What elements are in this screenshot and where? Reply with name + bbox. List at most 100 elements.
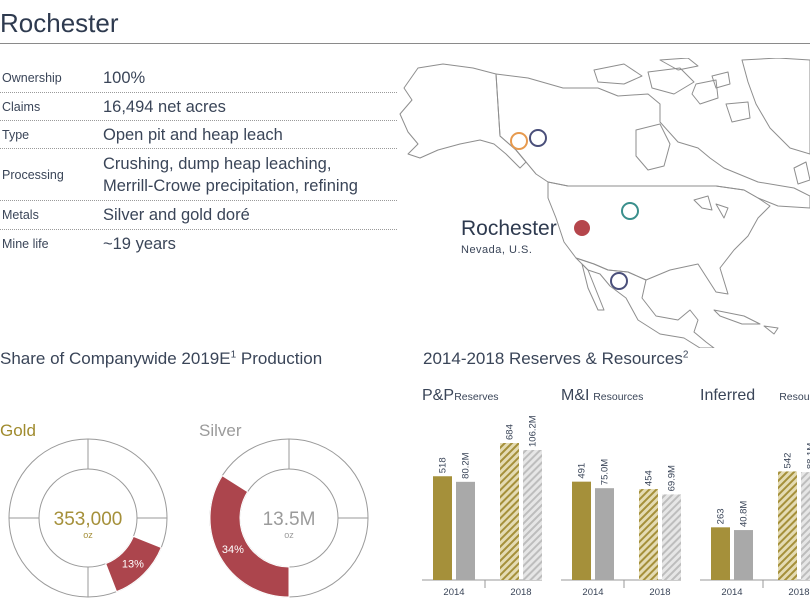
bar-panel-subtitle: Resources bbox=[779, 391, 810, 403]
category-tick-label: 2014 bbox=[721, 587, 742, 598]
title-divider bbox=[0, 43, 810, 44]
info-label: Metals bbox=[2, 208, 39, 222]
gold-bar bbox=[572, 481, 591, 580]
share-title-end: Production bbox=[236, 349, 323, 368]
info-label: Ownership bbox=[2, 71, 62, 85]
arctic-island-outline bbox=[659, 58, 699, 71]
footnote-marker: 1 bbox=[230, 349, 237, 361]
bar-panel-2: Inferred Resources 263 40.8M 2014 542 88.1M 201… bbox=[700, 387, 810, 598]
silver-share-label: 34% bbox=[222, 544, 244, 556]
info-label: Claims bbox=[2, 99, 41, 114]
info-value-line: Crushing, dump heap leaching, bbox=[103, 154, 332, 173]
great-lakes-outline bbox=[715, 203, 729, 219]
category-tick-label: 2018 bbox=[510, 587, 531, 598]
arctic-island-outline bbox=[593, 63, 643, 85]
gold-bar-label: 491 bbox=[577, 463, 588, 479]
usa-outline bbox=[547, 181, 771, 295]
arctic-island-outline bbox=[647, 67, 695, 95]
silver-bar bbox=[456, 481, 475, 580]
canada-outline bbox=[495, 73, 810, 209]
gold-bar bbox=[433, 476, 452, 580]
rochester-site-marker bbox=[574, 220, 590, 236]
info-value: ~19 years bbox=[103, 235, 176, 253]
silver-bar-label: 106.2M bbox=[528, 415, 539, 447]
hudson-bay-outline bbox=[635, 123, 671, 171]
gold-bar bbox=[711, 527, 730, 580]
gold-bar bbox=[639, 489, 658, 580]
page-title: Rochester bbox=[0, 8, 119, 38]
silver-bar-label: 69.9M bbox=[667, 465, 678, 491]
gold-bar-label: 454 bbox=[644, 470, 655, 486]
info-row-ownership: Ownership 100% bbox=[0, 64, 397, 93]
mexico-outline bbox=[575, 257, 715, 348]
info-value: 100% bbox=[103, 69, 146, 87]
bar-panel-0: P&P Reserves 518 80.2M 2014 684 106.2M 2018 bbox=[422, 387, 542, 598]
silver-bar bbox=[662, 494, 681, 580]
category-tick-label: 2014 bbox=[443, 587, 464, 598]
silver-bar-label: 75.0M bbox=[600, 459, 611, 485]
bar-panel-title: M&I bbox=[561, 387, 589, 404]
silver-center-value: 13.5M bbox=[263, 509, 316, 530]
silver-bar bbox=[734, 530, 753, 580]
arctic-island-outline bbox=[725, 101, 751, 123]
map-site-label: Rochester bbox=[461, 217, 557, 240]
share-title-text: Share of Companywide 2019E bbox=[0, 349, 231, 368]
info-value: Crushing, dump heap leaching, Merrill-Cr… bbox=[103, 153, 358, 197]
mexico-mine-marker bbox=[610, 272, 628, 290]
reserves-section-title: 2014-2018 Reserves & Resources2 bbox=[423, 349, 688, 369]
navy-mine-marker bbox=[529, 129, 547, 147]
silver-bar-label: 80.2M bbox=[461, 452, 472, 478]
gold-center-value: 353,000 bbox=[54, 509, 123, 530]
map-site-sublabel: Nevada, U.S. bbox=[461, 244, 532, 256]
north-america-map: Rochester Nevada, U.S. bbox=[399, 58, 810, 348]
category-tick-label: 2018 bbox=[788, 587, 809, 598]
info-label: Type bbox=[2, 127, 30, 142]
rr-title-text: 2014-2018 Reserves & Resources bbox=[423, 349, 683, 368]
bar-panel-title: P&P bbox=[422, 387, 454, 404]
bar-panel-title: Inferred bbox=[700, 387, 755, 404]
bar-panel-subtitle: Resources bbox=[593, 391, 643, 403]
info-value: 16,494 net acres bbox=[103, 97, 226, 116]
gold-bar-label: 263 bbox=[716, 508, 727, 524]
gold-bar bbox=[778, 471, 797, 580]
info-label: Mine life bbox=[2, 237, 49, 251]
gold-center-unit: oz bbox=[83, 530, 93, 540]
land-outline bbox=[399, 58, 810, 348]
silver-bar-label: 88.1M bbox=[806, 443, 810, 469]
gold-share-slice bbox=[105, 535, 162, 593]
category-tick-label: 2018 bbox=[649, 587, 670, 598]
info-label: Processing bbox=[2, 167, 64, 182]
info-value-line: Merrill-Crowe precipitation, refining bbox=[103, 176, 358, 195]
bar-panel-subtitle: Reserves bbox=[454, 391, 498, 403]
silver-bar-label: 40.8M bbox=[739, 501, 750, 527]
footnote-marker: 2 bbox=[682, 349, 689, 361]
silver-bar bbox=[523, 450, 542, 580]
info-row-type: Type Open pit and heap leach bbox=[0, 121, 397, 149]
great-lakes-outline bbox=[693, 195, 713, 211]
share-section-title: Share of Companywide 2019E1 Production bbox=[0, 349, 322, 369]
silver-share-slice bbox=[209, 474, 290, 598]
gold-donut-title: Gold bbox=[0, 421, 36, 440]
bar-panel-1: M&I Resources 491 75.0M 2014 454 69.9M 2018 bbox=[561, 387, 681, 598]
reserves-bar-charts: P&P Reserves 518 80.2M 2014 684 106.2M 2018 M&I R… bbox=[422, 387, 810, 598]
info-table: Ownership 100% Claims 16,494 net acres T… bbox=[0, 64, 397, 258]
info-value: Silver and gold doré bbox=[103, 206, 250, 224]
greenland-outline bbox=[741, 58, 810, 155]
teal-mine-marker bbox=[621, 202, 639, 220]
gold-bar-label: 542 bbox=[783, 453, 794, 469]
info-row-mine-life: Mine life ~19 years bbox=[0, 230, 397, 258]
gold-bar bbox=[500, 443, 519, 580]
silver-donut-title: Silver bbox=[199, 421, 242, 440]
gold-bar-label: 518 bbox=[438, 457, 449, 473]
arctic-island-outline bbox=[691, 79, 719, 105]
arctic-island-outline bbox=[711, 71, 731, 89]
silver-center-unit: oz bbox=[284, 530, 294, 540]
gold-share-label: 13% bbox=[122, 559, 144, 571]
info-row-metals: Metals Silver and gold doré bbox=[0, 201, 397, 230]
gold-bar-label: 684 bbox=[505, 424, 516, 440]
alaska-outline bbox=[399, 63, 527, 169]
category-tick-label: 2014 bbox=[582, 587, 603, 598]
